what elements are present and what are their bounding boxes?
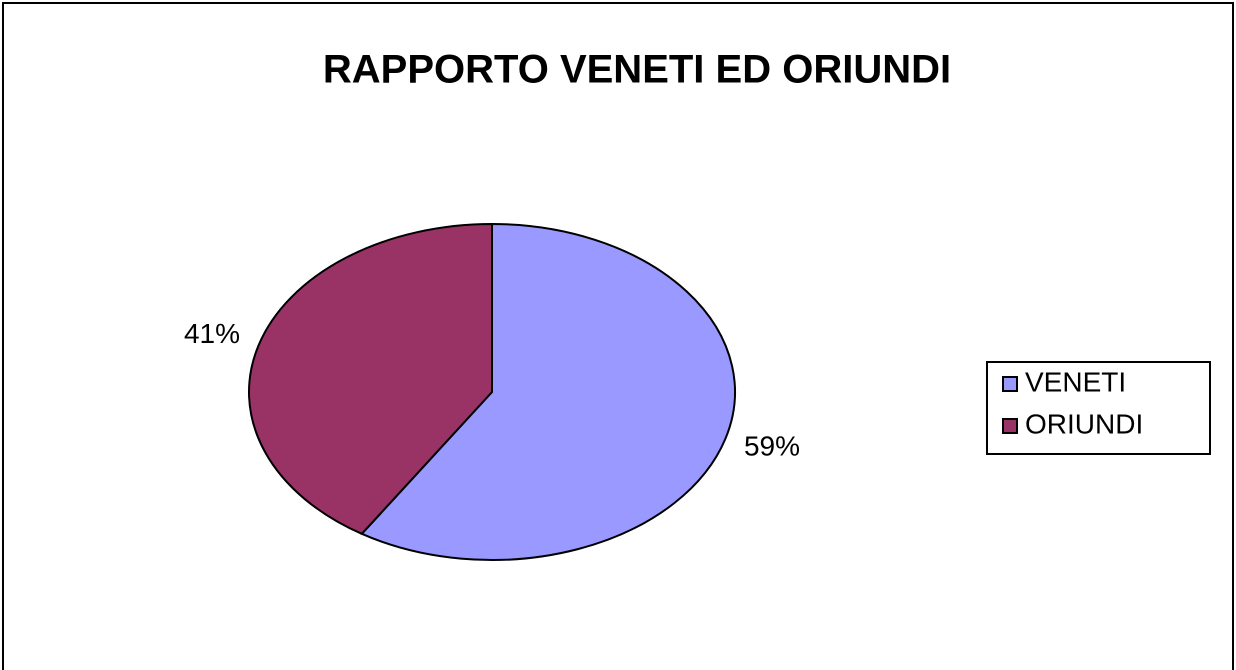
legend-label: VENETI (1025, 366, 1126, 397)
value-label: 41% (184, 318, 240, 349)
pie-slice (360, 222, 736, 561)
legend-box (986, 361, 1211, 455)
legend-swatch (1002, 376, 1018, 392)
legend-label: ORIUNDI (1025, 408, 1143, 439)
chart-title: RAPPORTO VENETI ED ORIUNDI (323, 48, 951, 92)
legend-swatch (1002, 418, 1018, 434)
value-label: 59% (744, 431, 800, 462)
pie-slice (248, 222, 493, 536)
